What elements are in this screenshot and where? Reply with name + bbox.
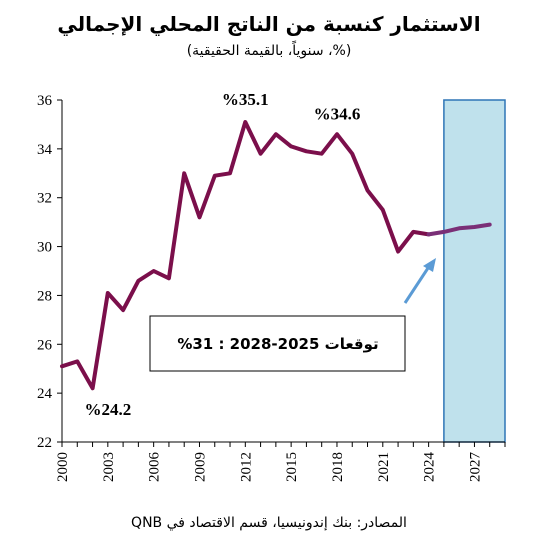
- forecast-shade: [443, 99, 506, 443]
- data-label: %24.2: [84, 400, 131, 419]
- y-tick-label: 26: [37, 337, 53, 353]
- historical-line: [60, 120, 431, 391]
- x-tick-label: 2009: [192, 452, 208, 482]
- x-tick-label: 2015: [284, 452, 300, 482]
- x-tick-label: 2012: [238, 452, 254, 482]
- x-tick-label: 2000: [55, 452, 71, 482]
- chart-subtitle: (%، سنوياً، بالقيمة الحقيقية): [186, 43, 352, 59]
- data-label: %34.6: [314, 105, 361, 124]
- y-tick-label: 36: [37, 93, 53, 109]
- x-tick-label: 2021: [376, 452, 392, 482]
- x-tick-label: 2024: [422, 452, 438, 483]
- x-tick-label: 2027: [467, 452, 483, 483]
- y-tick-label: 30: [37, 240, 52, 256]
- callout-arrow-head: [423, 258, 436, 272]
- chart-title: الاستثمار كنسبة من الناتج المحلي الإجمال…: [57, 12, 481, 36]
- chart-source: المصادر: بنك إندونيسيا، قسم الاقتصاد في …: [131, 515, 407, 531]
- forecast-callout-text: توقعات 2025-2028 : 31%: [177, 335, 378, 353]
- callout-arrow: [403, 264, 432, 304]
- x-tick-label: 2006: [147, 452, 163, 483]
- y-tick-label: 32: [37, 191, 52, 207]
- y-tick-label: 22: [37, 435, 52, 451]
- forecast-callout-box: [149, 315, 406, 372]
- y-tick-label: 24: [37, 386, 53, 402]
- x-tick-label: 2003: [101, 452, 117, 482]
- forecast-line: [426, 222, 492, 237]
- x-tick-label: 2018: [330, 452, 346, 482]
- y-tick-label: 28: [37, 288, 52, 304]
- data-label: %35.1: [222, 90, 269, 109]
- y-tick-label: 34: [37, 142, 53, 158]
